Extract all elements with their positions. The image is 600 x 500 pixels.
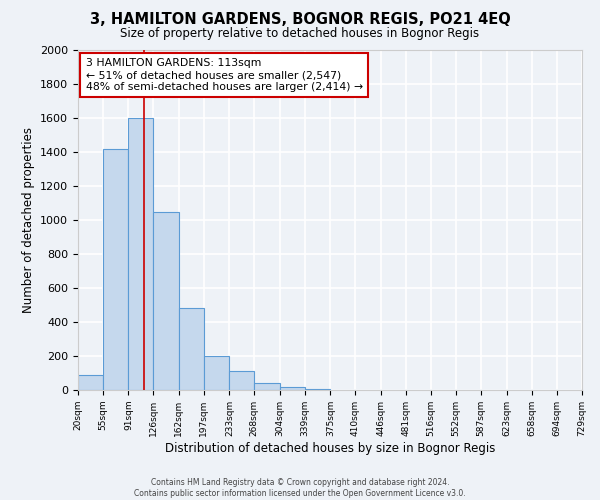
Bar xyxy=(103,148,128,390)
X-axis label: Distribution of detached houses by size in Bognor Regis: Distribution of detached houses by size … xyxy=(165,442,495,454)
Bar xyxy=(204,356,229,390)
Text: Size of property relative to detached houses in Bognor Regis: Size of property relative to detached ho… xyxy=(121,28,479,40)
Bar xyxy=(78,374,103,390)
Bar xyxy=(179,308,204,390)
Bar xyxy=(254,383,280,390)
Bar xyxy=(128,118,154,390)
Bar xyxy=(305,389,331,390)
Bar xyxy=(229,372,254,390)
Text: 3 HAMILTON GARDENS: 113sqm
← 51% of detached houses are smaller (2,547)
48% of s: 3 HAMILTON GARDENS: 113sqm ← 51% of deta… xyxy=(86,58,362,92)
Bar xyxy=(280,386,305,390)
Text: 3, HAMILTON GARDENS, BOGNOR REGIS, PO21 4EQ: 3, HAMILTON GARDENS, BOGNOR REGIS, PO21 … xyxy=(89,12,511,28)
Y-axis label: Number of detached properties: Number of detached properties xyxy=(22,127,35,313)
Bar xyxy=(154,212,179,390)
Text: Contains HM Land Registry data © Crown copyright and database right 2024.
Contai: Contains HM Land Registry data © Crown c… xyxy=(134,478,466,498)
